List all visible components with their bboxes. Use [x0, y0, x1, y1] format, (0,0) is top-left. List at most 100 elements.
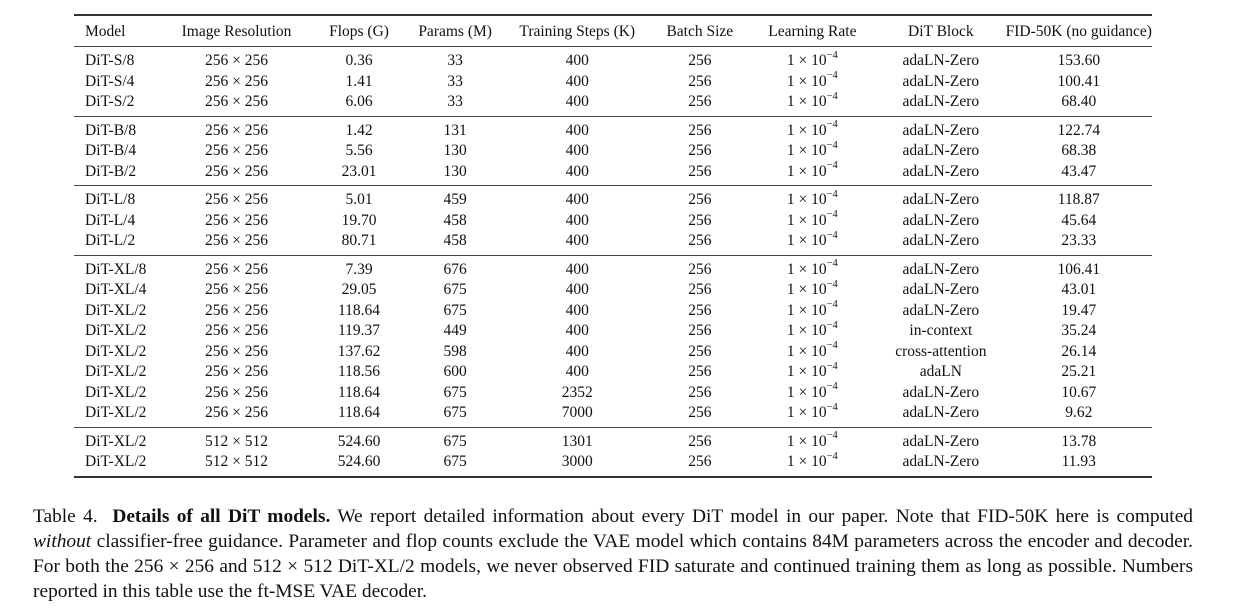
table-cell: 1 × 10−4	[748, 254, 877, 280]
cell-value: 598	[443, 342, 467, 360]
table-header-row: Model Image Resolution Flops (G) Params (M)…	[74, 16, 1152, 47]
column-header: Model	[85, 22, 126, 40]
cell-value: 256	[688, 260, 712, 278]
cell-value: 1 × 10	[786, 281, 827, 298]
table-cell: 33	[407, 92, 504, 116]
table-cell: 400	[503, 362, 651, 383]
cell-value: 137.62	[337, 342, 381, 360]
cell-value: 400	[565, 232, 589, 249]
table-cell: 256 × 256	[162, 141, 311, 162]
table-cell: 675	[406, 426, 504, 452]
table-cell: 400	[503, 254, 652, 280]
cell-value: 5.01	[345, 191, 373, 208]
table-cell: adaLN-Zero	[876, 301, 1005, 322]
cell-value: 256	[688, 432, 712, 450]
cell-value: 43.01	[1061, 281, 1097, 298]
table-cell: 7.39	[311, 254, 407, 280]
cell-value: adaLN-Zero	[902, 162, 980, 180]
cell-value: 512 × 512	[205, 453, 269, 470]
lr-exponent: −4	[826, 188, 838, 200]
table-cell: 400	[503, 231, 651, 255]
caption-text-2: classifier-free guidance. Parameter and …	[33, 531, 1193, 602]
cell-value: DiT-XL/2	[85, 342, 147, 360]
caption-label: Table 4.	[33, 506, 98, 527]
table-cell: 256 × 256	[162, 72, 311, 93]
cell-value: 256	[688, 52, 712, 69]
table-cell: DiT-B/8	[74, 115, 162, 141]
table-row: DiT-XL/2 256 × 256 118.64 675 2352 256 1 × 10−…	[74, 382, 1152, 404]
table-cell: adaLN-Zero	[876, 141, 1005, 162]
table-cell: 1 × 10−4	[749, 320, 876, 342]
cell-value: 675	[443, 281, 467, 298]
table-cell: 0.36	[311, 46, 407, 72]
table-cell: 400	[503, 115, 652, 141]
table-row: DiT-XL/2 256 × 256 118.64 675 400 256 1 × 10−4…	[74, 300, 1152, 322]
cell-value: 1 × 10	[786, 383, 827, 401]
cell-value: 25.21	[1061, 363, 1097, 380]
cell-value: 13.78	[1061, 432, 1097, 450]
table-cell: 512 × 512	[161, 452, 312, 478]
details-table: Model Image Resolution Flops (G) Params (M)…	[74, 14, 1152, 478]
table-row: DiT-B/2 256 × 256 23.01 130 400 256 1 × 10−4 ad…	[74, 161, 1152, 186]
caption-text-1: We report detailed information about eve…	[337, 506, 1193, 527]
table-cell: adaLN-Zero	[876, 231, 1005, 255]
table-cell: 400	[503, 162, 651, 186]
column-header: DiT Block	[908, 22, 974, 40]
cell-value: 33	[447, 72, 463, 90]
cell-value: 7000	[561, 404, 593, 421]
cell-value: DiT-XL/2	[85, 301, 147, 319]
cell-value: 256 × 256	[205, 383, 269, 401]
lr-exponent: −4	[826, 139, 838, 151]
cell-value: 256	[688, 93, 712, 110]
table-cell: adaLN-Zero	[876, 280, 1005, 301]
table-cell: 256	[651, 403, 749, 427]
table-cell: 80.71	[311, 231, 407, 255]
cell-value: 524.60	[337, 453, 381, 470]
cell-value: 29.05	[341, 281, 377, 298]
table-cell: adaLN-Zero	[876, 211, 1005, 232]
cell-value: adaLN-Zero	[902, 52, 980, 69]
cell-value: 400	[565, 363, 589, 380]
table-row: DiT-L/4 256 × 256 19.70 458 400 256 1 × 10−4 ad…	[74, 210, 1152, 232]
table-cell: 256 × 256	[162, 92, 311, 116]
details-table-container: Model Image Resolution Flops (G) Params (M)…	[74, 14, 1152, 478]
table-cell: 256	[651, 185, 749, 211]
table-cell: 524.60	[311, 426, 407, 452]
cell-value: 45.64	[1061, 211, 1097, 229]
cell-value: 1 × 10	[786, 52, 827, 69]
cell-value: 400	[565, 281, 589, 298]
cell-value: 256 × 256	[205, 301, 269, 319]
table-cell: 19.70	[311, 211, 407, 232]
cell-value: 458	[443, 232, 467, 249]
table-cell: DiT-S/8	[74, 46, 162, 72]
table-cell: adaLN-Zero	[876, 403, 1005, 427]
cell-value: 256	[688, 404, 712, 421]
cell-value: adaLN-Zero	[902, 93, 980, 110]
table-cell: adaLN	[876, 362, 1005, 383]
table-cell: 256 × 256	[161, 115, 312, 141]
cell-value: adaLN-Zero	[902, 72, 980, 90]
table-cell: adaLN-Zero	[876, 426, 1006, 452]
table-cell: 459	[406, 185, 504, 211]
cell-value: 256 × 256	[205, 52, 269, 69]
table-cell: 400	[503, 342, 651, 363]
cell-value: DiT-S/2	[85, 93, 135, 110]
table-cell: 118.56	[311, 362, 407, 383]
table-cell: 400	[503, 211, 651, 232]
cell-value: 1.42	[345, 121, 373, 139]
cell-value: 675	[443, 383, 467, 401]
cell-value: adaLN-Zero	[902, 383, 980, 401]
cell-value: 400	[565, 72, 589, 90]
table-cell: 256	[651, 115, 749, 141]
cell-value: 675	[443, 301, 467, 319]
cell-value: 256	[688, 363, 712, 380]
cell-value: 1 × 10	[786, 72, 827, 90]
table-row: DiT-XL/2 512 × 512 524.60 675 1301 256 1 × 10−…	[74, 426, 1152, 452]
cell-value: 130	[443, 162, 467, 180]
table-cell: adaLN-Zero	[876, 162, 1005, 186]
lr-exponent: −4	[826, 450, 838, 462]
cell-value: 118.64	[337, 404, 381, 421]
table-cell: 5.01	[311, 185, 407, 211]
table-cell: 256	[651, 321, 749, 342]
cell-value: 400	[565, 162, 589, 180]
